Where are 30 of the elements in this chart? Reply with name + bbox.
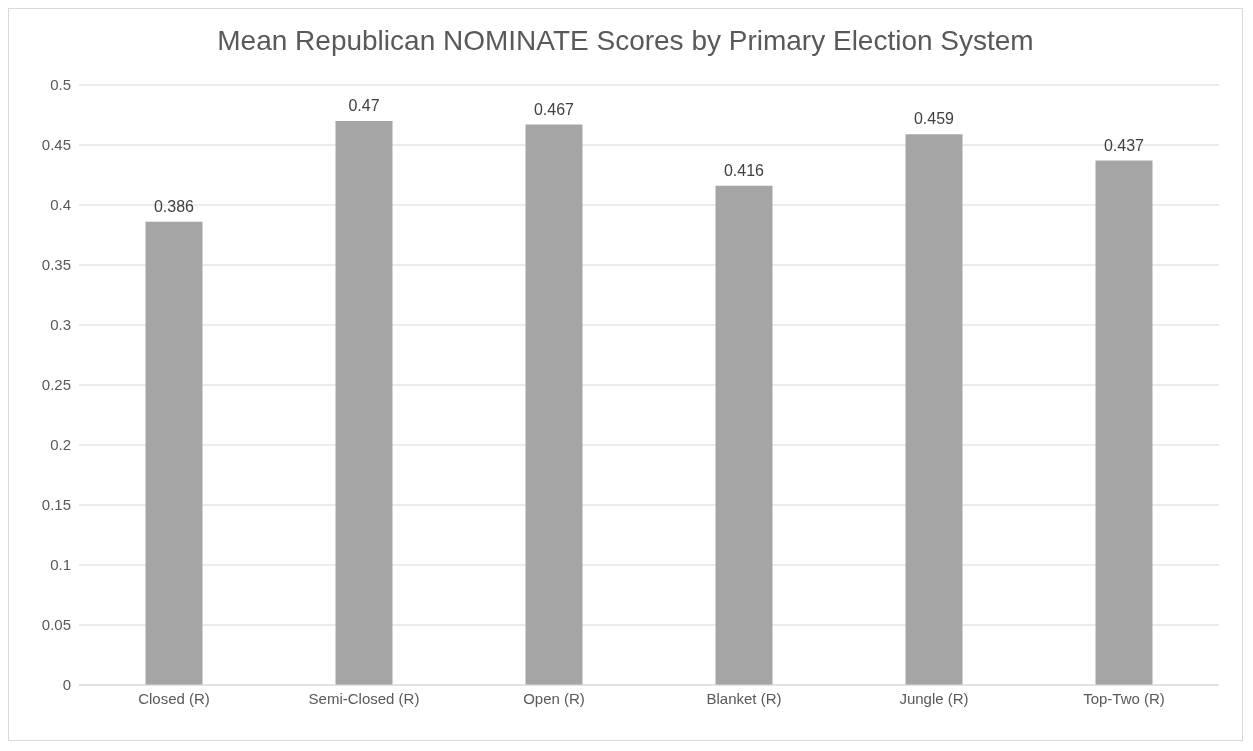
x-tick-label: Open (R) bbox=[523, 689, 585, 707]
y-tick-label: 0.45 bbox=[41, 136, 71, 154]
data-label: 0.437 bbox=[1103, 136, 1145, 154]
data-label: 0.459 bbox=[913, 110, 955, 128]
data-label: 0.467 bbox=[533, 100, 575, 118]
bar bbox=[145, 221, 203, 685]
data-label: 0.47 bbox=[348, 97, 380, 114]
y-tick-label: 0.35 bbox=[41, 256, 71, 274]
bar bbox=[335, 121, 393, 685]
y-tick-label: 0.5 bbox=[50, 76, 71, 94]
bar bbox=[1095, 160, 1153, 685]
x-tick-label: Jungle (R) bbox=[899, 689, 969, 707]
bar bbox=[715, 185, 773, 685]
data-label: 0.416 bbox=[723, 161, 765, 179]
bar bbox=[525, 124, 583, 685]
y-tick-label: 0.1 bbox=[50, 556, 71, 574]
x-tick-label: Closed (R) bbox=[138, 689, 210, 707]
y-tick-label: 0.3 bbox=[50, 316, 71, 334]
y-tick-label: 0 bbox=[62, 676, 71, 694]
y-tick-label: 0.2 bbox=[50, 436, 71, 454]
x-tick-label: Semi-Closed (R) bbox=[308, 689, 420, 707]
y-tick-label: 0.25 bbox=[41, 376, 71, 394]
y-tick-label: 0.4 bbox=[50, 196, 71, 214]
bar bbox=[905, 134, 963, 685]
y-tick-label: 0.15 bbox=[41, 496, 71, 514]
x-tick-label: Top-Two (R) bbox=[1083, 689, 1165, 707]
x-tick-label: Blanket (R) bbox=[706, 689, 782, 707]
chart-title: Mean Republican NOMINATE Scores by Primary Election System bbox=[216, 25, 1035, 58]
y-tick-label: 0.05 bbox=[41, 616, 71, 634]
data-label: 0.386 bbox=[153, 197, 195, 215]
